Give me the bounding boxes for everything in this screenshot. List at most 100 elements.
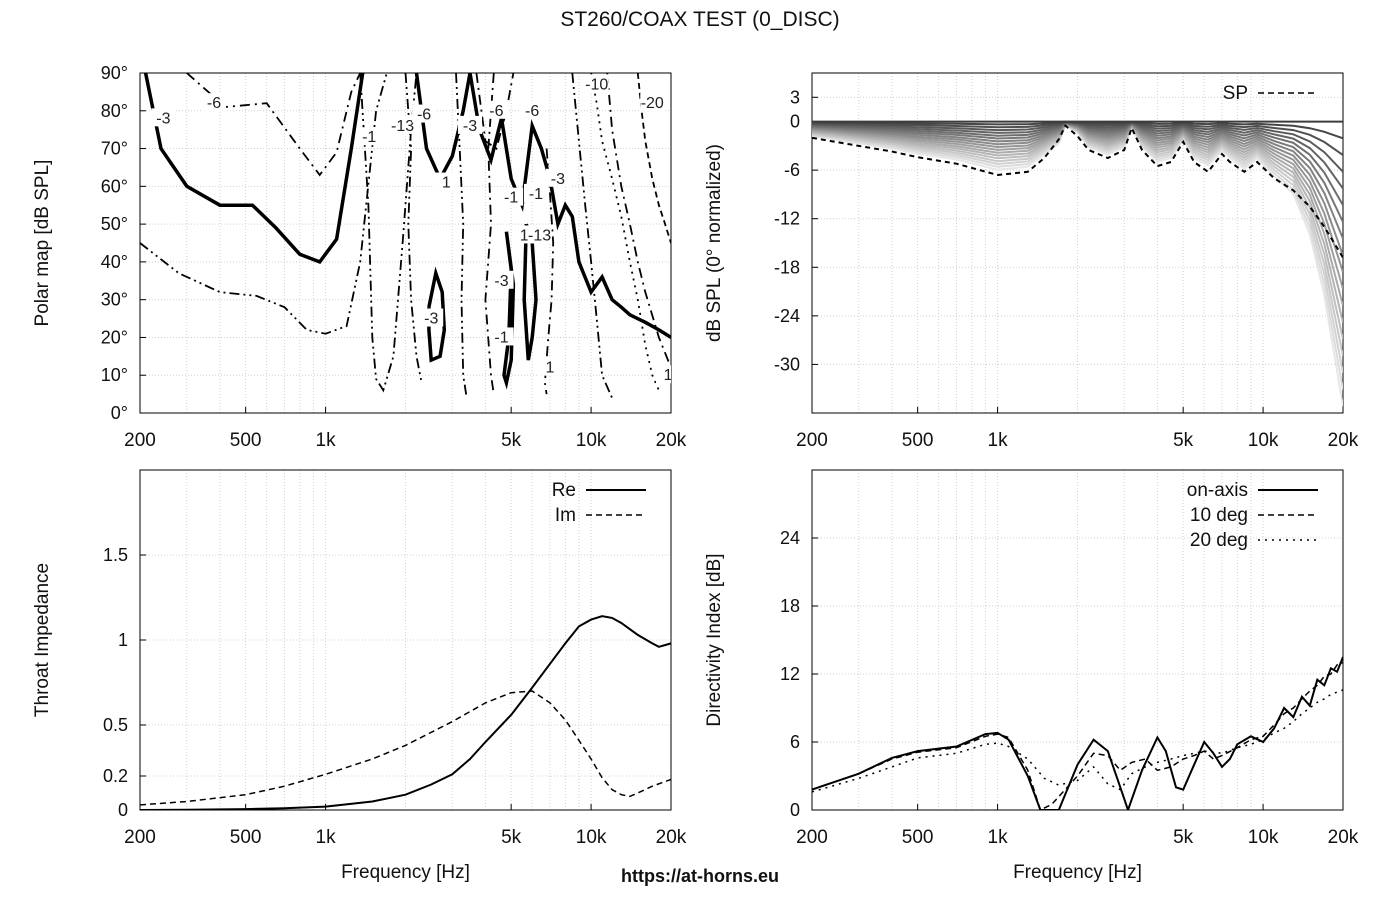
x-tick-label: 1k (316, 827, 337, 848)
x-tick-label: 500 (902, 430, 934, 451)
contour-line (543, 148, 555, 395)
contour-label-bg (458, 115, 483, 134)
y-tick-label: 30° (101, 290, 128, 310)
contour-label-bg (489, 327, 514, 346)
x-tick-label: 200 (124, 827, 156, 848)
contour-label-bg (537, 357, 562, 376)
contour-label: 1 (545, 360, 554, 377)
y-tick-label: 3 (790, 87, 800, 107)
contour-label: -3 (156, 110, 170, 127)
contour-line (571, 73, 613, 399)
x-tick-label: 10k (576, 430, 607, 451)
contour-label-bg (520, 100, 545, 119)
legend-label: Im (555, 505, 576, 526)
contour-label: 1 (442, 175, 451, 192)
x-tick-label: 20k (1328, 827, 1359, 848)
contour-label: -1 (504, 190, 518, 207)
contour-line (140, 73, 388, 335)
y-tick-label: 90° (101, 63, 128, 83)
contour-label-bg (584, 74, 609, 93)
series-line (812, 661, 1343, 810)
y-tick-label: 60° (101, 176, 128, 196)
contour-line (502, 231, 516, 390)
legend-label: 20 deg (1190, 530, 1248, 551)
y-tick-label: 70° (101, 139, 128, 159)
legend-label: Re (552, 480, 576, 501)
contour-label: -1 (362, 129, 376, 146)
plot-frame (811, 72, 1344, 414)
contour-label-bg (419, 308, 444, 327)
y-tick-label: 0° (111, 403, 128, 423)
legend-label: SP (1223, 83, 1248, 104)
x-axis-label: Frequency [Hz] (1013, 862, 1142, 883)
contour-label-bg (489, 270, 514, 289)
contour-label: -6 (525, 103, 539, 120)
y-tick-label: 0.5 (103, 715, 128, 735)
contour-label-bg (527, 225, 552, 244)
plot-area (812, 656, 1343, 810)
x-tick-label: 20k (1328, 430, 1359, 451)
plot-area (812, 120, 1343, 407)
contour-line (606, 73, 671, 369)
y-tick-label: 24 (780, 528, 800, 548)
y-axis-label: Throat Impedance (32, 563, 53, 717)
sp-curve (812, 123, 1343, 259)
contour-line (455, 73, 468, 399)
contour-label: -3 (551, 171, 565, 188)
x-tick-label: 5k (1173, 430, 1194, 451)
page-title: ST260/COAX TEST (0_DISC) (560, 8, 840, 31)
x-tick-label: 20k (656, 827, 687, 848)
y-axis-label: Polar map [dB SPL] (32, 160, 53, 327)
contour-label: -3 (494, 273, 508, 290)
contour-label: -10 (585, 76, 608, 93)
contour-line (522, 223, 538, 361)
plot-frame (811, 469, 1344, 811)
plot-area (140, 615, 671, 810)
y-tick-label: 50° (101, 214, 128, 234)
y-tick-label: 0 (790, 112, 800, 132)
x-tick-label: 20k (656, 430, 687, 451)
chart-di: 200 500 1k 5k 10k 20k 0 6 12 18 24 Directivity Inde… (704, 469, 1359, 883)
contour-label-bg (390, 115, 415, 134)
contour-label-bg (151, 108, 176, 127)
contour-label: -13 (528, 227, 551, 244)
contour-label-bg (545, 168, 570, 187)
contour-label: -3 (463, 118, 477, 135)
y-tick-label: 18 (780, 596, 800, 616)
x-tick-label: 5k (501, 430, 522, 451)
contour-label-bg (523, 183, 548, 202)
x-tick-label: 200 (124, 430, 156, 451)
chart-spl: 200 500 1k 5k 10k 20k 3 0 -6 -12 -18 -24 -30 dB SPL (… (704, 72, 1359, 451)
contour-label: 1 (664, 367, 673, 384)
contour-line (427, 266, 447, 363)
contour-label-bg (202, 93, 227, 112)
y-tick-label: 0.2 (103, 766, 128, 786)
x-tick-label: 200 (796, 827, 828, 848)
contour-line (475, 73, 515, 151)
x-axis-label: Frequency [Hz] (341, 862, 470, 883)
contour-label: -6 (489, 103, 503, 120)
y-tick-label: -6 (784, 160, 800, 180)
y-axis-label: dB SPL (0° normalized) (704, 144, 725, 342)
series-line (140, 615, 671, 810)
x-tick-label: 500 (230, 430, 262, 451)
series-line (812, 689, 1343, 793)
y-tick-label: -30 (774, 354, 800, 374)
contour-label: -20 (641, 95, 664, 112)
y-tick-label: 0 (118, 800, 128, 820)
y-tick-label: 12 (780, 664, 800, 684)
y-tick-label: 1.5 (103, 545, 128, 565)
x-tick-label: 10k (1248, 430, 1279, 451)
chart-impedance: 200 500 1k 5k 10k 20k 0 0.2 0.5 1 1.5 Throat Impeda… (32, 469, 687, 883)
x-tick-label: 200 (796, 430, 828, 451)
contour-label-bg (412, 104, 437, 123)
contour-label: -1 (529, 186, 543, 203)
contour-line (484, 73, 495, 395)
contour-line (468, 73, 671, 339)
x-tick-label: 10k (1248, 827, 1279, 848)
contour-label: -3 (424, 311, 438, 328)
y-tick-label: -18 (774, 257, 800, 277)
x-tick-label: 5k (1173, 827, 1194, 848)
